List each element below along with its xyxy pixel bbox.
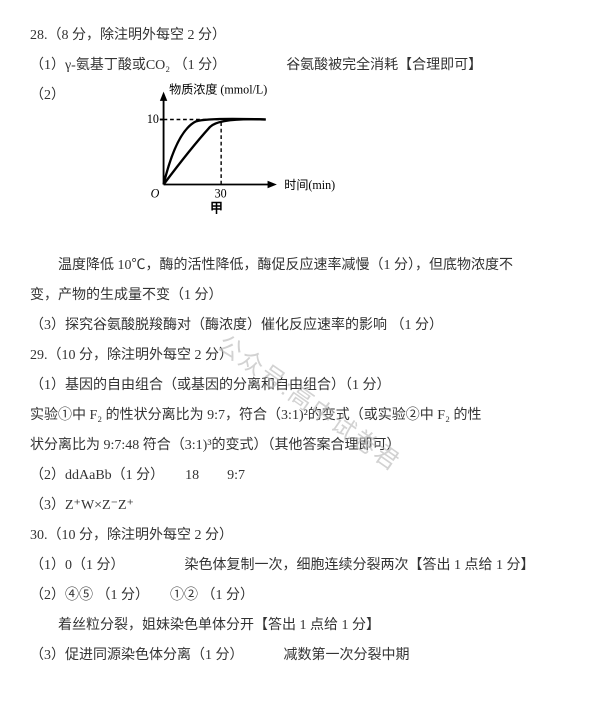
chart-ytick: 10 xyxy=(147,112,159,126)
q28-p1-right: 谷氨酸被完全消耗【合理即可】 xyxy=(286,52,482,80)
concentration-chart: 物质浓度 (mmol/L) 10 O 30 时间(min) 甲 xyxy=(145,77,405,238)
chart-xlabel: 时间(min) xyxy=(284,178,335,192)
chart-axes xyxy=(160,92,277,189)
q28-p1-left: （1）γ-氨基丁酸或CO₂ （1 分） xyxy=(30,52,226,80)
q30-p3: （3）促进同源染色体分离（1 分） 减数第一次分裂中期 xyxy=(30,642,575,670)
q28-p3: （3）探究谷氨酸脱羧酶对（酶浓度）催化反应速率的影响 （1 分） xyxy=(30,312,575,340)
q29-p1c: 状分离比为 9:7:48 符合（3:1)³的变式）（其他答案合理即可） xyxy=(30,432,575,460)
q29-p1a: （1）基因的自由组合（或基因的分离和自由组合）（1 分） xyxy=(30,372,575,400)
q30-p1: （1）0（1 分） 染色体复制一次，细胞连续分裂两次【答出 1 点给 1 分】 xyxy=(30,552,575,580)
q30-header: 30.（10 分，除注明外每空 2 分） xyxy=(30,522,575,550)
chart-xtick: 30 xyxy=(215,187,227,201)
q28-p2-row: （2） 物质浓度 (mmol/L) 10 O 30 时间(min) 甲 xyxy=(30,82,575,238)
q29-header: 29.（10 分，除注明外每空 2 分） xyxy=(30,342,575,370)
q28-p1: （1）γ-氨基丁酸或CO₂ （1 分） 谷氨酸被完全消耗【合理即可】 xyxy=(30,52,575,80)
q29-p3: （3）Z⁺W×Z⁻Z⁺ xyxy=(30,492,575,520)
q30-p3-left: （3）促进同源染色体分离（1 分） xyxy=(30,642,244,670)
q30-p2b: 着丝粒分裂，姐妹染色单体分开【答出 1 点给 1 分】 xyxy=(30,612,575,640)
q30-p2: （2）④⑤ （1 分） ①② （1 分） xyxy=(30,582,575,610)
chart-ylabel: 物质浓度 (mmol/L) xyxy=(169,82,267,97)
q30-p3-right: 减数第一次分裂中期 xyxy=(284,642,410,670)
chart-curve-2 xyxy=(164,119,266,184)
q28-header: 28.（8 分，除注明外每空 2 分） xyxy=(30,22,575,50)
q29-p2: （2）ddAaBb（1 分） 18 9:7 xyxy=(30,462,575,490)
chart-curve-1 xyxy=(164,119,266,185)
q28-p2-label: （2） xyxy=(30,82,65,110)
chart-bottom-label: 甲 xyxy=(210,200,223,215)
q29-p1b: 实验①中 F₂ 的性状分离比为 9:7，符合（3:1)²的变式（或实验②中 F₂… xyxy=(30,402,575,430)
q30-p1-left: （1）0（1 分） xyxy=(30,552,125,580)
chart-origin: O xyxy=(151,187,160,201)
q30-p1-right: 染色体复制一次，细胞连续分裂两次【答出 1 点给 1 分】 xyxy=(185,552,535,580)
q28-p2-text2: 变，产物的生成量不变（1 分） xyxy=(30,282,575,310)
q28-p2-text1: 温度降低 10℃，酶的活性降低，酶促反应速率减慢（1 分），但底物浓度不 xyxy=(30,252,575,280)
